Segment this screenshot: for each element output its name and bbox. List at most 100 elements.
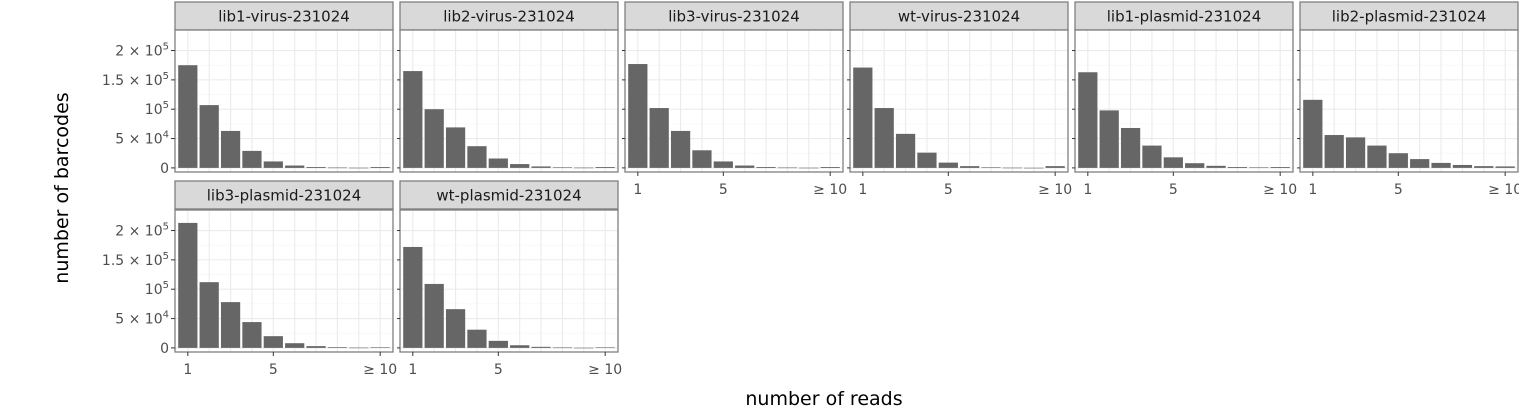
facet-panel: lib2-virus-231024 bbox=[397, 1, 619, 173]
bar bbox=[403, 71, 423, 168]
bar bbox=[552, 347, 573, 349]
x-tick-label: 1 bbox=[858, 182, 867, 198]
facet-title: lib3-plasmid-231024 bbox=[207, 187, 361, 205]
bar bbox=[981, 167, 1001, 168]
bar bbox=[574, 167, 594, 169]
bar bbox=[349, 167, 369, 169]
bar bbox=[1078, 72, 1098, 168]
facet-strip bbox=[174, 1, 394, 31]
bar bbox=[1024, 167, 1044, 169]
bar bbox=[424, 283, 444, 348]
bar bbox=[445, 127, 466, 168]
bar bbox=[1002, 167, 1023, 169]
facet-title: wt-virus-231024 bbox=[898, 8, 1020, 26]
facet-title: lib2-plasmid-231024 bbox=[1332, 8, 1486, 26]
x-tick-label: ≥ 10 bbox=[1263, 182, 1297, 198]
panel-border bbox=[399, 209, 619, 353]
facet-panel: lib3-plasmid-231024 0 5 × 104 105 1.5 × 105 2… bbox=[102, 180, 397, 378]
facet-strip bbox=[399, 180, 619, 210]
facet-panel: lib1-plasmid-231024 1 5 ≥ 10 bbox=[1072, 1, 1297, 198]
bar bbox=[220, 302, 241, 348]
bar bbox=[895, 133, 916, 168]
bar bbox=[670, 130, 691, 168]
bar bbox=[1249, 167, 1269, 169]
bar bbox=[1474, 166, 1494, 168]
bar bbox=[595, 167, 615, 168]
bar bbox=[1099, 110, 1119, 168]
y-tick-label: 2 × 105 bbox=[115, 222, 169, 240]
bar bbox=[1452, 164, 1473, 168]
bar bbox=[799, 167, 819, 169]
facet-strip bbox=[174, 180, 394, 210]
bar bbox=[552, 167, 573, 168]
bar bbox=[735, 165, 755, 168]
bar bbox=[1142, 145, 1162, 168]
facet-panel: wt-plasmid-231024 1 5 ≥ 10 bbox=[397, 180, 622, 378]
bar bbox=[960, 166, 980, 168]
facet-panel: lib1-virus-231024 0 5 × 104 105 1.5 × 105 2 ×… bbox=[102, 1, 394, 177]
x-tick-label: ≥ 10 bbox=[1038, 182, 1072, 198]
bar bbox=[1345, 137, 1366, 168]
bar bbox=[628, 64, 648, 168]
panel-border bbox=[1299, 29, 1519, 173]
bar bbox=[327, 347, 348, 348]
panel-border bbox=[174, 29, 394, 173]
panel-border bbox=[174, 209, 394, 353]
bar bbox=[467, 146, 487, 168]
bar bbox=[938, 162, 958, 168]
x-tick-label: 1 bbox=[1308, 182, 1317, 198]
bar bbox=[1227, 167, 1248, 168]
bar bbox=[649, 108, 669, 168]
bar bbox=[1431, 162, 1451, 168]
bar bbox=[874, 108, 894, 168]
x-tick-label: 5 bbox=[719, 182, 728, 198]
bar bbox=[220, 130, 241, 168]
x-tick-label: 1 bbox=[1083, 182, 1092, 198]
bar bbox=[349, 347, 369, 349]
bar bbox=[306, 346, 326, 348]
bar bbox=[777, 167, 798, 169]
y-tick-label: 2 × 105 bbox=[115, 42, 169, 60]
x-tick-label: 1 bbox=[633, 182, 642, 198]
bar bbox=[531, 166, 551, 168]
facet-title: lib3-virus-231024 bbox=[668, 8, 800, 26]
facet-panel: lib2-plasmid-231024 1 5 ≥ 10 bbox=[1297, 1, 1519, 198]
bar bbox=[853, 67, 873, 168]
facet-strip bbox=[1299, 1, 1519, 31]
bar bbox=[820, 167, 840, 168]
bar bbox=[1324, 135, 1344, 168]
y-axis-title: number of barcodes bbox=[51, 92, 73, 283]
x-tick-label: ≥ 10 bbox=[588, 362, 622, 378]
bar bbox=[1495, 166, 1515, 168]
y-tick-label: 5 × 104 bbox=[115, 310, 169, 328]
x-tick-label: 5 bbox=[944, 182, 953, 198]
y-tick-label: 0 bbox=[160, 341, 169, 357]
bar bbox=[488, 340, 508, 348]
bar bbox=[467, 329, 487, 348]
bar bbox=[199, 105, 219, 168]
panel-border bbox=[1074, 29, 1294, 173]
bar bbox=[917, 152, 937, 168]
facet-panel: lib3-virus-231024 1 5 ≥ 10 bbox=[622, 1, 847, 198]
x-tick-label: ≥ 10 bbox=[1488, 182, 1519, 198]
bar bbox=[692, 150, 712, 168]
y-tick-label: 105 bbox=[145, 280, 169, 298]
x-tick-label: 5 bbox=[1169, 182, 1178, 198]
bar bbox=[178, 222, 198, 348]
x-tick-label: 1 bbox=[408, 362, 417, 378]
facet-strip bbox=[399, 1, 619, 31]
bar bbox=[263, 161, 283, 168]
bar bbox=[574, 347, 594, 349]
x-tick-label: 5 bbox=[269, 362, 278, 378]
bar bbox=[327, 167, 348, 169]
bar bbox=[1206, 165, 1226, 168]
x-tick-label: ≥ 10 bbox=[363, 362, 397, 378]
x-tick-label: 5 bbox=[1394, 182, 1403, 198]
facet-title: lib1-plasmid-231024 bbox=[1107, 8, 1261, 26]
bar bbox=[242, 150, 262, 168]
bar bbox=[370, 347, 390, 348]
bar bbox=[263, 336, 283, 348]
facet-panel: wt-virus-231024 1 5 ≥ 10 bbox=[847, 1, 1072, 198]
